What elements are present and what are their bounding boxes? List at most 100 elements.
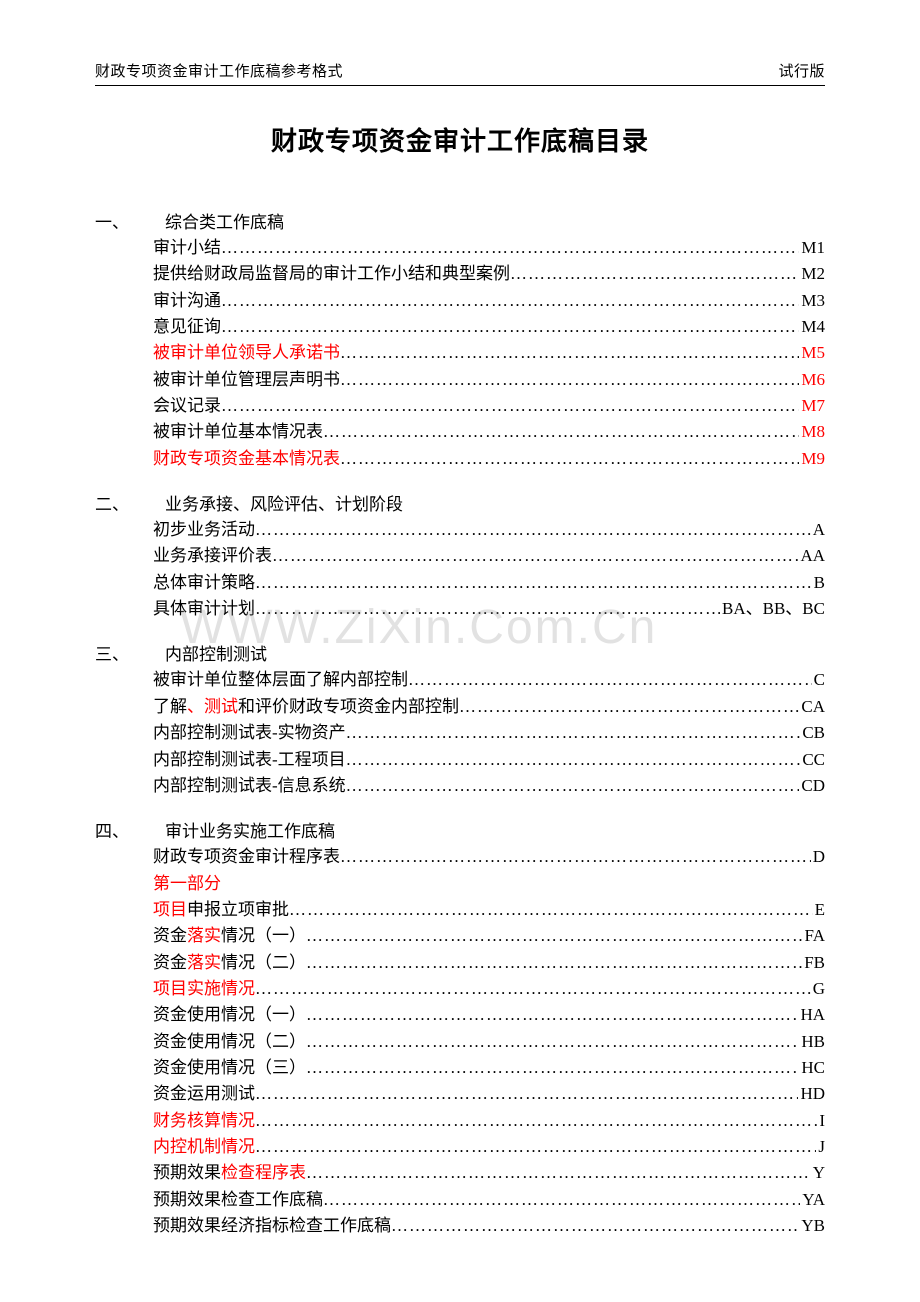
toc-leader: ………………………………………………………………………………………………………… [346,773,800,799]
toc-leader: ………………………………………………………………………………………………………… [306,923,803,949]
toc-code: M5 [799,340,825,366]
toc-code: FA [803,923,825,949]
toc-entry: 财务核算情况…………………………………………………………………………………………… [153,1108,825,1134]
toc-code: M8 [799,419,825,445]
toc-leader: ………………………………………………………………………………………………………… [340,844,811,870]
section-number: 四、 [95,817,165,842]
toc-entry: 了解、测试和评价财政专项资金内部控制…………………………………………………………… [153,694,825,720]
toc-code: YB [799,1213,825,1239]
toc-code: M1 [799,235,825,261]
toc-label: 业务承接评价表 [153,543,272,569]
section-number: 三、 [95,640,165,665]
toc-leader: ………………………………………………………………………………………………………… [221,314,799,340]
toc-label: 被审计单位基本情况表 [153,419,323,445]
toc-leader: ………………………………………………………………………………………………………… [306,1055,799,1081]
toc-label: 财政专项资金基本情况表 [153,446,340,472]
toc-label: 内控机制情况 [153,1134,255,1160]
toc-entry: 初步业务活动 ………………………………………………………………………………………… [153,517,825,543]
toc-leader: ………………………………………………………………………………………………………… [306,950,802,976]
toc-label: 初步业务活动 [153,517,255,543]
toc-code: C [812,667,825,693]
toc-leader: ………………………………………………………………………………………………………… [346,747,801,773]
toc-leader: ………………………………………………………………………………………………………… [272,543,798,569]
section-number: 二、 [95,490,165,515]
toc-leader: ………………………………………………………………………………………………………… [255,570,812,596]
section-title: 综合类工作底稿 [165,208,284,233]
toc-leader: ………………………………………………………………………………………………………… [408,667,812,693]
toc-entry: 内部控制测试表-工程项目 ………………………………………………………………………… [153,747,825,773]
toc-entry: 财政专项资金审计程序表……………………………………………………………………………… [153,844,825,870]
section-number: 一、 [95,208,165,233]
toc-label: 内部控制测试表-工程项目 [153,747,346,773]
toc-code: M7 [799,393,825,419]
toc-label: 资金使用情况（二） [153,1029,306,1055]
toc-entry: 资金落实情况（一）…………………………………………………………………………………… [153,923,825,949]
section-heading: 四、审计业务实施工作底稿 [95,817,825,842]
section-title: 审计业务实施工作底稿 [165,817,335,842]
toc-code: D [811,844,825,870]
toc-label: 预期效果检查工作底稿 [153,1187,323,1213]
toc-label: 项目申报立项审批 [153,897,289,923]
toc-entry: 被审计单位整体层面了解内部控制…………………………………………………………………… [153,667,825,693]
toc-code: A [811,517,825,543]
toc-entry: 被审计单位管理层声明书……………………………………………………………………………… [153,367,825,393]
toc-leader: ………………………………………………………………………………………………………… [340,367,799,393]
page-title: 财政专项资金审计工作底稿目录 [95,121,825,158]
toc-leader: ………………………………………………………………………………………………………… [346,720,801,746]
toc-entry: 预期效果检查程序表…………………………………………………………………………………… [153,1160,825,1186]
toc-container: 一、综合类工作底稿审计小结………………………………………………………………………… [95,208,825,1239]
toc-entry: 项目申报立项审批……………………………………………………………………………………… [153,897,825,923]
toc-label: 总体审计策略 [153,570,255,596]
toc-leader: ………………………………………………………………………………………………………… [323,419,799,445]
toc-code: M9 [799,446,825,472]
toc-leader: ………………………………………………………………………………………………………… [306,1002,798,1028]
toc-entry: 预期效果检查工作底稿………………………………………………………………………………… [153,1187,825,1213]
toc-entry: 提供给财政局监督局的审计工作小结和典型案例…………………………………………………… [153,261,825,287]
toc-entry: 内控机制情况…………………………………………………………………………………………… [153,1134,825,1160]
toc-code: FB [802,950,825,976]
toc-label: 预期效果检查程序表 [153,1160,306,1186]
toc-label: 内部控制测试表-信息系统 [153,773,346,799]
toc-leader: ………………………………………………………………………………………………………… [289,897,813,923]
toc-label: 财务核算情况 [153,1108,255,1134]
toc-entry: 内部控制测试表-信息系统 ………………………………………………………………………… [153,773,825,799]
toc-leader: ………………………………………………………………………………………………………… [221,288,799,314]
toc-entry: 资金使用情况（三）…………………………………………………………………………………… [153,1055,825,1081]
toc-code: B [812,570,825,596]
toc-label: 了解、测试和评价财政专项资金内部控制 [153,694,459,720]
toc-entry: 资金运用测试…………………………………………………………………………………………… [153,1081,825,1107]
header-left: 财政专项资金审计工作底稿参考格式 [95,60,343,81]
page-header: 财政专项资金审计工作底稿参考格式 试行版 [95,60,825,86]
toc-code: E [813,897,825,923]
toc-label: 财政专项资金审计程序表 [153,844,340,870]
toc-code: YA [800,1187,825,1213]
toc-entry: 资金落实情况（二）…………………………………………………………………………………… [153,950,825,976]
toc-code: I [817,1108,825,1134]
toc-code: J [816,1134,825,1160]
toc-code: M4 [799,314,825,340]
section-title: 业务承接、风险评估、计划阶段 [165,490,403,515]
toc-label: 具体审计计划 [153,596,255,622]
header-right: 试行版 [778,60,825,81]
section-heading: 二、业务承接、风险评估、计划阶段 [95,490,825,515]
toc-leader: ………………………………………………………………………………………………………… [255,1108,817,1134]
toc-entry: 财政专项资金基本情况表……………………………………………………………………………… [153,446,825,472]
toc-entry: 会议记录………………………………………………………………………………………………… [153,393,825,419]
toc-code: G [811,976,825,1002]
section-heading: 三、内部控制测试 [95,640,825,665]
toc-label: 提供给财政局监督局的审计工作小结和典型案例 [153,261,510,287]
toc-entry: 被审计单位领导人承诺书……………………………………………………………………………… [153,340,825,366]
toc-code: HA [798,1002,825,1028]
toc-entry: 审计沟通………………………………………………………………………………………………… [153,288,825,314]
section-title: 内部控制测试 [165,640,267,665]
toc-code: Y [811,1160,825,1186]
toc-entry: 审计小结………………………………………………………………………………………………… [153,235,825,261]
toc-label: 被审计单位领导人承诺书 [153,340,340,366]
toc-label: 第一部分 [153,871,221,897]
toc-code: CB [800,720,825,746]
toc-code: M3 [799,288,825,314]
toc-entry: 意见征询………………………………………………………………………………………………… [153,314,825,340]
toc-label: 被审计单位整体层面了解内部控制 [153,667,408,693]
toc-label: 被审计单位管理层声明书 [153,367,340,393]
toc-label: 资金使用情况（一） [153,1002,306,1028]
